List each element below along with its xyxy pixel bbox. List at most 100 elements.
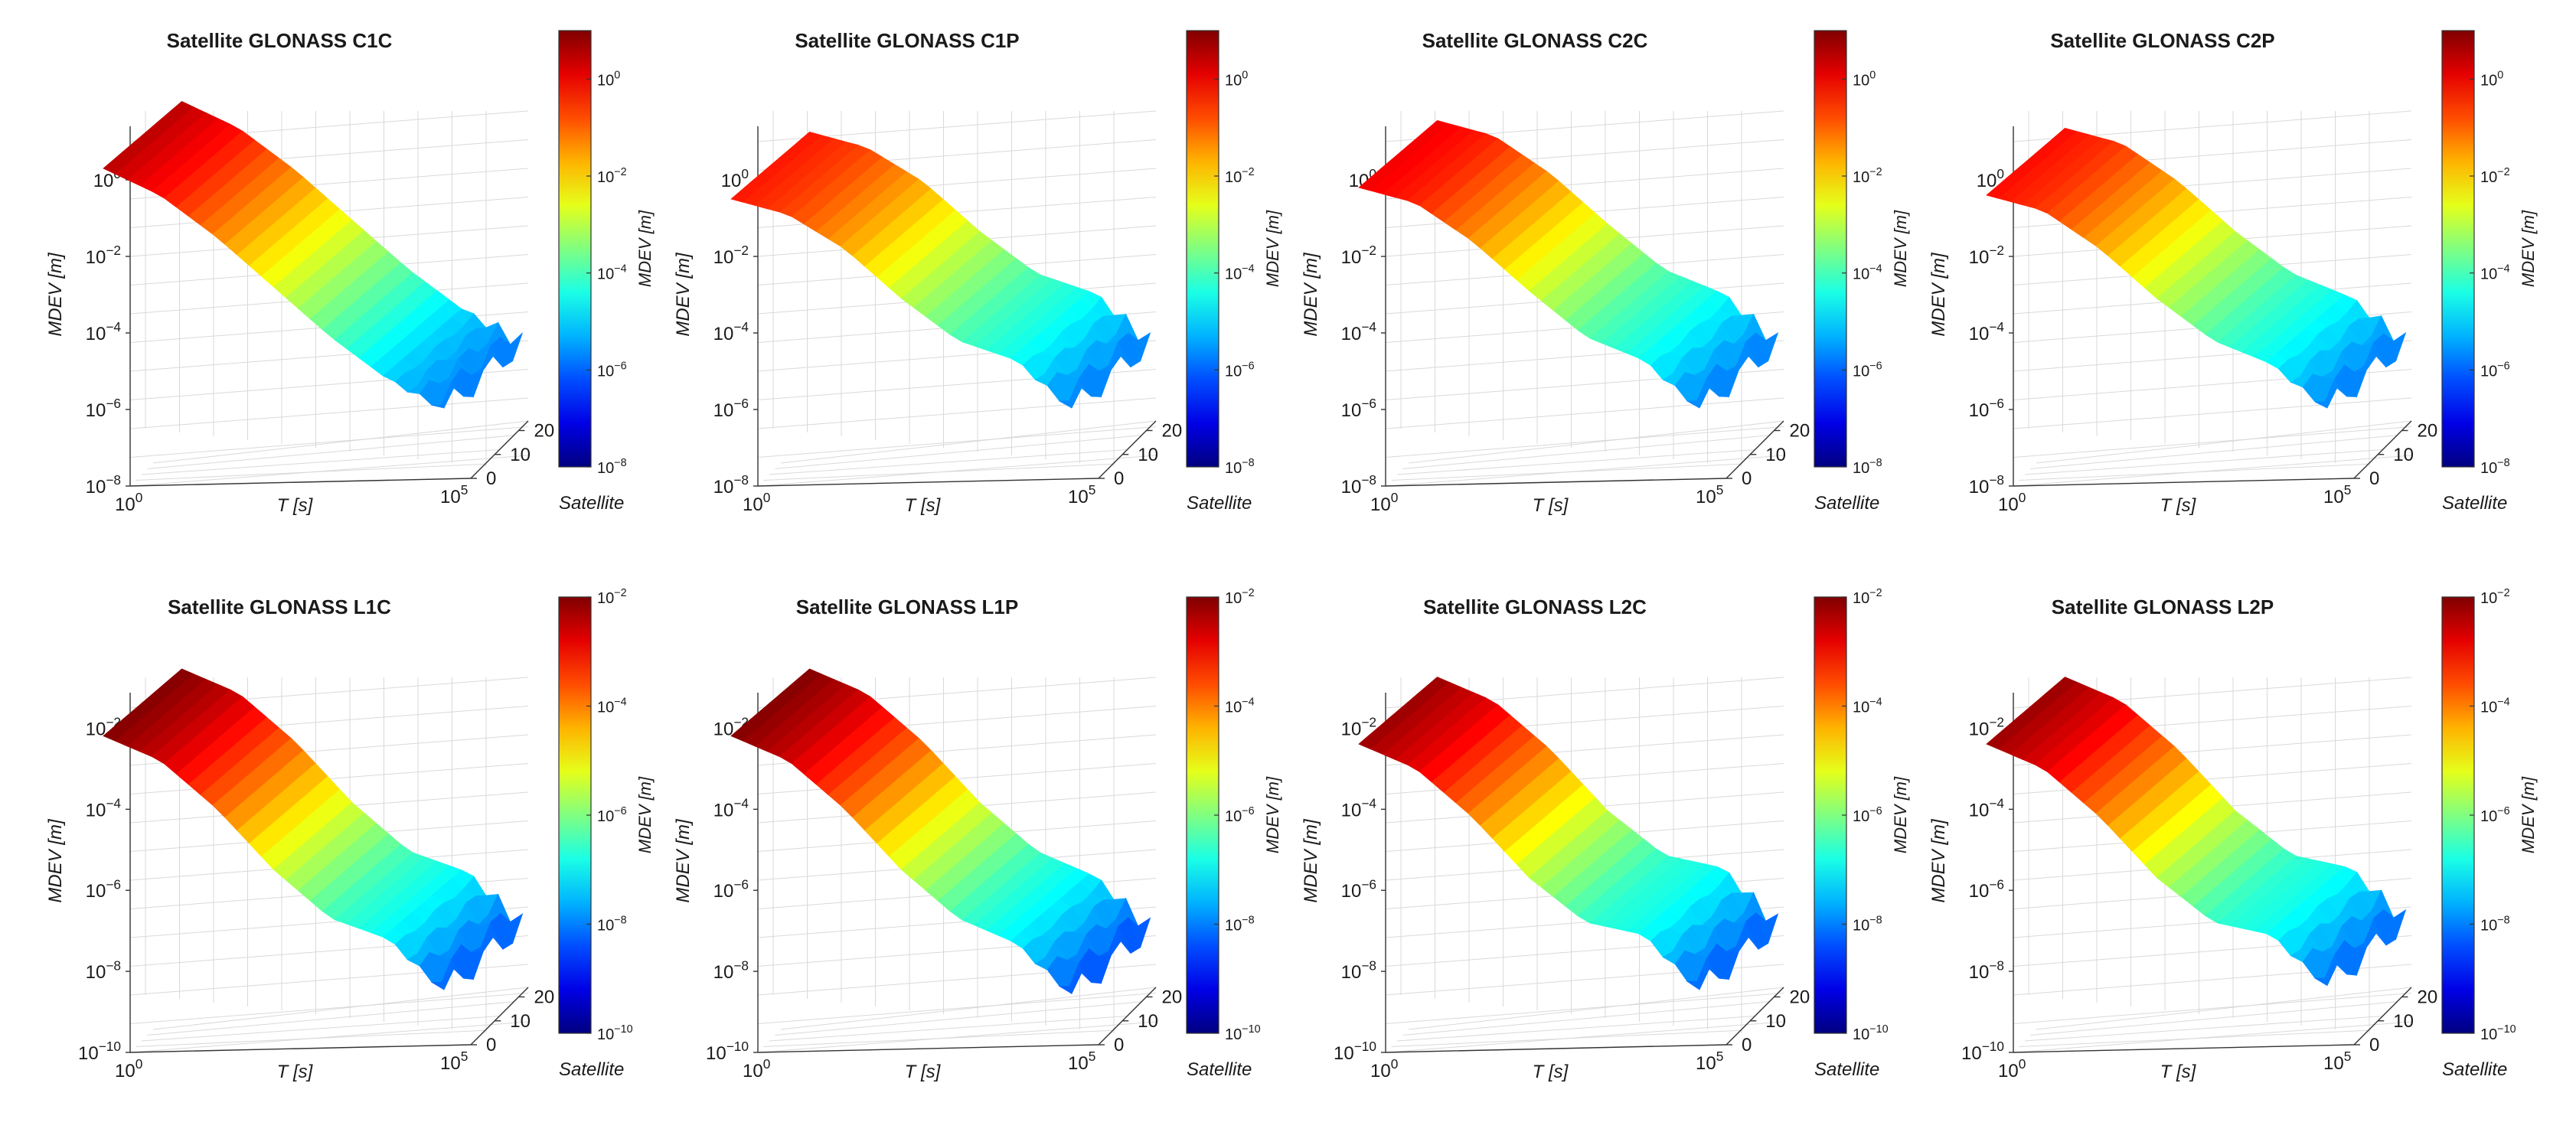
- grid-line: [2013, 1021, 2412, 1053]
- grid-line: [129, 993, 529, 1024]
- colorbar-tick-label: 100: [2480, 69, 2503, 89]
- colorbar-tick-label: 10−6: [597, 360, 627, 380]
- colorbar-tick-label: 10−8: [2480, 457, 2510, 477]
- x-axis-line: [757, 1044, 1099, 1053]
- colorbar: [2441, 30, 2475, 468]
- y-axis-label: MDEV [m]: [1301, 818, 1321, 903]
- colorbar-tick-label: 10−2: [1225, 587, 1255, 607]
- y-tick-label: 10−6: [1969, 876, 2004, 902]
- y-tick-label: 10−8: [1969, 957, 2004, 983]
- x-axis-label: T [s]: [1533, 495, 1569, 516]
- floor-line: [1396, 449, 1755, 475]
- y-tick-label: 100: [721, 166, 749, 191]
- panel-3: Satellite GLONASS C2C10010−210−410−610−8…: [1301, 29, 1910, 516]
- sat-axis-label: Satellite: [1187, 1059, 1252, 1080]
- panel-title: Satellite GLONASS L1C: [168, 595, 391, 618]
- colorbar: [1814, 596, 1847, 1034]
- x-axis-label: T [s]: [1533, 1062, 1569, 1082]
- colorbar-tick-label: 10−8: [597, 457, 627, 477]
- surface-facet: [1755, 331, 1779, 362]
- y-tick-label: 10−10: [706, 1039, 749, 1064]
- y-axis-label: MDEV [m]: [45, 252, 66, 337]
- x-axis-line: [2013, 1044, 2355, 1053]
- y-tick-label: 10−4: [1969, 796, 2005, 821]
- floor-line: [1408, 420, 1784, 464]
- y-tick-label: 10−6: [713, 876, 749, 902]
- mdev-surface: [1986, 677, 2407, 987]
- sat-tick-label: 0: [1114, 468, 1124, 489]
- colorbar-label: MDEV [m]: [1263, 210, 1282, 287]
- y-tick-label: 10−6: [86, 876, 121, 902]
- sat-tick-label: 0: [1742, 1035, 1752, 1055]
- floor-line: [763, 463, 1113, 481]
- sat-tick-label: 10: [2393, 445, 2414, 465]
- surface-facet: [1755, 912, 1779, 944]
- floor-line: [1391, 1029, 1741, 1047]
- y-tick-label: 10−8: [1341, 957, 1376, 983]
- y-tick-label: 10−4: [713, 319, 749, 344]
- x-tick-label: 100: [743, 490, 770, 515]
- floor-line: [1402, 1001, 1770, 1036]
- floor-line: [775, 435, 1142, 469]
- surface-facet: [2383, 909, 2407, 941]
- grid-line: [1385, 455, 1784, 487]
- x-tick-label: 105: [1696, 482, 1723, 507]
- colorbar: [1186, 30, 1219, 468]
- panel-title: Satellite GLONASS C2P: [2050, 29, 2274, 52]
- y-tick-label: 10−6: [1969, 396, 2004, 421]
- grid-line: [1385, 397, 1784, 429]
- x-tick-label: 100: [743, 1056, 770, 1081]
- grid-line: [129, 455, 529, 487]
- mdev-surface: [103, 101, 523, 409]
- sat-axis-label: Satellite: [1187, 493, 1252, 514]
- sat-tick-label: 10: [1138, 445, 1158, 465]
- floor-line: [152, 987, 529, 1030]
- colorbar-label: MDEV [m]: [2519, 776, 2538, 853]
- colorbar-tick-label: 10−10: [1225, 1023, 1261, 1043]
- x-tick-label: 105: [440, 482, 468, 507]
- colorbar-tick-label: 10−6: [1225, 805, 1255, 825]
- x-tick-label: 105: [1068, 482, 1095, 507]
- floor-line: [147, 435, 514, 469]
- sat-tick-label: 0: [1742, 468, 1752, 489]
- floor-line: [152, 420, 529, 464]
- floor-line: [769, 449, 1128, 475]
- panel-5: Satellite GLONASS L1C 10−2 10−4 10−6 10−8 10−…: [45, 587, 655, 1082]
- colorbar-label: MDEV [m]: [2519, 210, 2538, 287]
- floor-line: [1402, 435, 1770, 469]
- colorbar-tick-label: 10−8: [2480, 915, 2510, 935]
- y-tick-label: 10−10: [1961, 1039, 2004, 1064]
- x-tick-label: 105: [1696, 1049, 1723, 1074]
- grid-line: [129, 426, 529, 458]
- y-axis-label: MDEV [m]: [1301, 252, 1321, 337]
- colorbar-tick-label: 10−8: [1853, 915, 1882, 935]
- sat-tick-label: 0: [2369, 1035, 2379, 1055]
- panel-title: Satellite GLONASS L2C: [1423, 595, 1647, 618]
- sat-tick-label: 20: [1162, 421, 1183, 442]
- floor-line: [1391, 463, 1741, 481]
- grid-line: [1385, 993, 1784, 1024]
- x-tick-label: 105: [2323, 482, 2351, 507]
- colorbar-tick-label: 10−2: [1853, 166, 1882, 186]
- surface-facet: [2382, 331, 2407, 362]
- y-tick-label: 10−4: [1969, 319, 2005, 344]
- sat-axis-label: Satellite: [1814, 493, 1879, 514]
- floor-line: [141, 449, 500, 475]
- panel-8: Satellite GLONASS L2P 10−2 10−4 10−6 10−8 10−…: [1928, 587, 2538, 1082]
- sat-tick-label: 20: [1790, 987, 1810, 1008]
- floor-line: [2036, 420, 2412, 464]
- y-tick-label: 10−10: [1334, 1039, 1376, 1064]
- floor-line: [2030, 1001, 2398, 1036]
- sat-axis-label: Satellite: [2442, 493, 2507, 514]
- colorbar-tick-label: 10−10: [2480, 1023, 2516, 1043]
- y-tick-label: 10−2: [1969, 243, 2004, 268]
- colorbar-tick-label: 10−6: [597, 805, 627, 825]
- x-axis-label: T [s]: [277, 495, 314, 516]
- floor-line: [147, 1001, 514, 1036]
- colorbar-tick-label: 10−4: [597, 696, 627, 716]
- floor-line: [135, 463, 485, 481]
- colorbar-tick-label: 10−8: [597, 915, 627, 935]
- colorbar-label: MDEV [m]: [635, 776, 655, 853]
- sat-tick-label: 10: [510, 445, 531, 465]
